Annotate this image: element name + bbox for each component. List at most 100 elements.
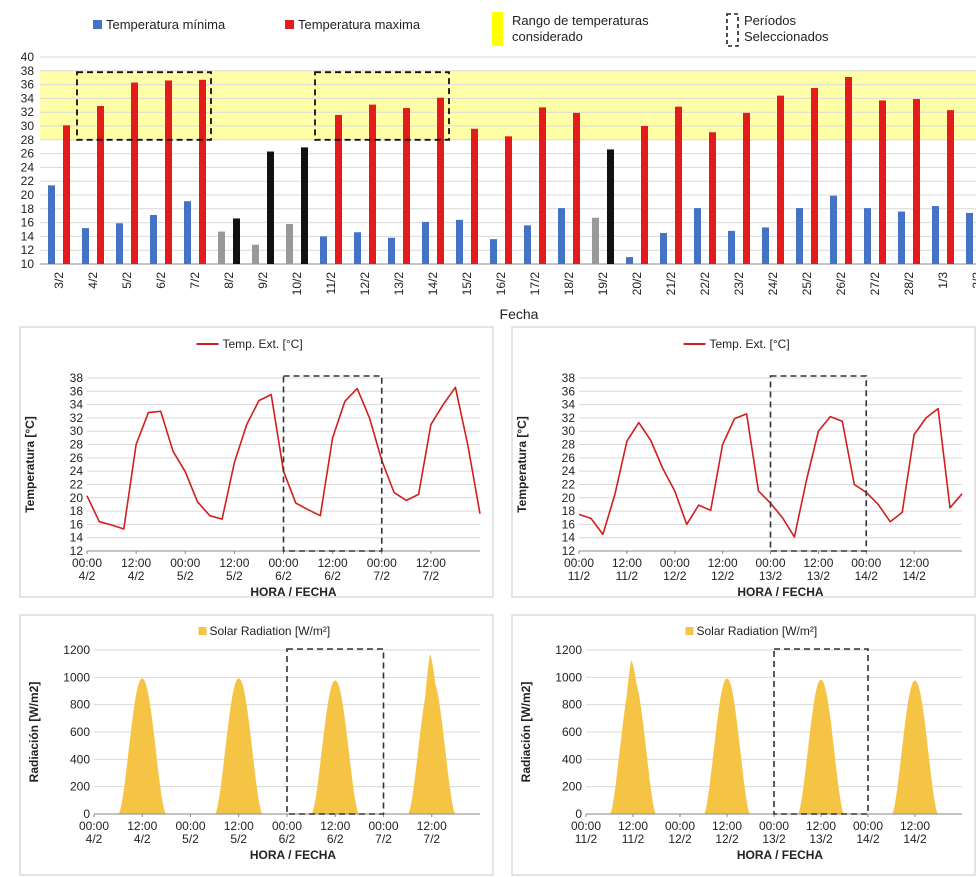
bar-min-27/2 <box>864 208 871 264</box>
bar-min-24/2 <box>762 227 769 264</box>
y-tick-label: 1000 <box>555 670 582 684</box>
series-legend-swatch <box>198 627 207 635</box>
y-tick-label: 28 <box>21 133 35 147</box>
legend-selected-label-1: Períodos <box>744 13 797 28</box>
x-tick-label: 25/2 <box>800 272 814 296</box>
x-tick-time: 00:00 <box>170 556 200 570</box>
x-tick-label: 20/2 <box>630 272 644 296</box>
x-tick-date: 6/2 <box>327 832 344 846</box>
radiation-panel-left: 02004006008001000120000:004/212:004/200:… <box>19 614 494 876</box>
x-tick-time: 12:00 <box>612 556 642 570</box>
bar-min-2/3 <box>966 212 973 264</box>
radiation-day-area <box>118 678 167 815</box>
legend: Temperatura mínima Temperatura maxima Ra… <box>93 12 829 47</box>
x-tick-time: 12:00 <box>803 556 833 570</box>
legend-min-label: Temperatura mínima <box>106 17 226 32</box>
x-tick-label: 16/2 <box>494 272 508 296</box>
bar-max-14/2 <box>437 97 444 265</box>
x-tick-time: 00:00 <box>851 556 881 570</box>
bar-max-1/3 <box>947 110 954 264</box>
bar-chart-xlabel: Fecha <box>500 306 539 322</box>
y-tick-label: 36 <box>70 384 84 398</box>
y-tick-label: 18 <box>21 202 35 216</box>
radiation-day-area <box>214 678 263 815</box>
bar-min-18/2 <box>558 208 565 264</box>
radiation-day-area <box>703 678 751 815</box>
y-tick-label: 26 <box>70 451 84 465</box>
x-tick-label: 15/2 <box>460 272 474 296</box>
bar-max-23/2 <box>743 112 750 264</box>
x-tick-date: 12/2 <box>668 832 692 846</box>
bar-min-14/2 <box>422 221 429 264</box>
x-tick-time: 12:00 <box>318 556 348 570</box>
x-tick-date: 14/2 <box>856 832 880 846</box>
x-tick-date: 11/2 <box>616 569 639 583</box>
y-tick-label: 10 <box>21 257 35 271</box>
bar-max-24/2 <box>777 95 784 264</box>
x-tick-time: 00:00 <box>571 819 601 833</box>
x-tick-date: 4/2 <box>86 832 103 846</box>
x-tick-label: 3/2 <box>52 272 66 289</box>
y-tick-label: 36 <box>562 384 576 398</box>
x-tick-time: 12:00 <box>806 819 836 833</box>
x-tick-label: 27/2 <box>868 272 882 296</box>
x-tick-label: 23/2 <box>732 272 746 296</box>
y-tick-label: 24 <box>562 464 576 478</box>
bar-max-5/2 <box>131 82 138 264</box>
bar-max-9/2 <box>267 151 274 264</box>
x-tick-time: 00:00 <box>272 819 302 833</box>
x-tick-time: 12:00 <box>219 556 249 570</box>
x-tick-label: 2/3 <box>970 272 976 289</box>
radiation-day-area <box>407 654 456 815</box>
bar-max-13/2 <box>403 108 410 264</box>
x-tick-date: 6/2 <box>324 569 341 583</box>
y-tick-label: 16 <box>70 517 84 531</box>
y-tick-label: 28 <box>562 438 576 452</box>
x-tick-time: 00:00 <box>665 819 695 833</box>
x-tick-label: 8/2 <box>222 272 236 289</box>
x-tick-time: 12:00 <box>224 819 254 833</box>
legend-selected-swatch <box>726 13 739 47</box>
x-tick-label: 28/2 <box>902 272 916 296</box>
x-tick-label: 14/2 <box>426 272 440 296</box>
y-tick-label: 32 <box>70 411 84 425</box>
series-legend-label: Solar Radiation [W/m²] <box>697 624 818 638</box>
x-tick-time: 00:00 <box>79 819 109 833</box>
series-legend-label: Solar Radiation [W/m²] <box>210 624 331 638</box>
radiation-day-area <box>311 680 360 815</box>
bar-min-17/2 <box>524 225 531 264</box>
x-tick-date: 7/2 <box>423 832 440 846</box>
x-tick-date: 14/2 <box>902 569 926 583</box>
x-tick-date: 12/2 <box>663 569 687 583</box>
y-axis-label: Radiación [W/m2] <box>27 682 41 783</box>
y-tick-label: 20 <box>562 491 576 505</box>
y-tick-label: 200 <box>562 780 582 794</box>
x-tick-label: 1/3 <box>936 272 950 289</box>
bar-min-15/2 <box>456 219 463 264</box>
y-tick-label: 26 <box>21 147 35 161</box>
x-tick-label: 17/2 <box>528 272 542 296</box>
x-tick-date: 13/2 <box>762 832 786 846</box>
y-tick-label: 28 <box>70 438 84 452</box>
y-tick-label: 22 <box>562 477 576 491</box>
y-tick-label: 12 <box>70 544 84 558</box>
x-tick-time: 00:00 <box>72 556 102 570</box>
x-tick-time: 00:00 <box>564 556 594 570</box>
radiation-day-area <box>609 660 657 815</box>
x-tick-date: 11/2 <box>575 832 598 846</box>
y-tick-label: 34 <box>562 398 576 412</box>
panel-frame <box>511 614 976 876</box>
x-tick-time: 12:00 <box>708 556 738 570</box>
y-tick-label: 14 <box>70 531 84 545</box>
y-tick-label: 38 <box>562 371 576 385</box>
x-tick-date: 5/2 <box>226 569 243 583</box>
bar-max-28/2 <box>913 99 920 264</box>
y-tick-label: 32 <box>562 411 576 425</box>
y-tick-label: 22 <box>21 174 35 188</box>
series-legend-swatch <box>685 627 694 635</box>
x-tick-time: 12:00 <box>320 819 350 833</box>
selected-day-box <box>286 648 385 815</box>
y-tick-label: 1200 <box>63 643 90 657</box>
y-tick-label: 30 <box>70 424 84 438</box>
bar-max-19/2 <box>607 149 614 264</box>
